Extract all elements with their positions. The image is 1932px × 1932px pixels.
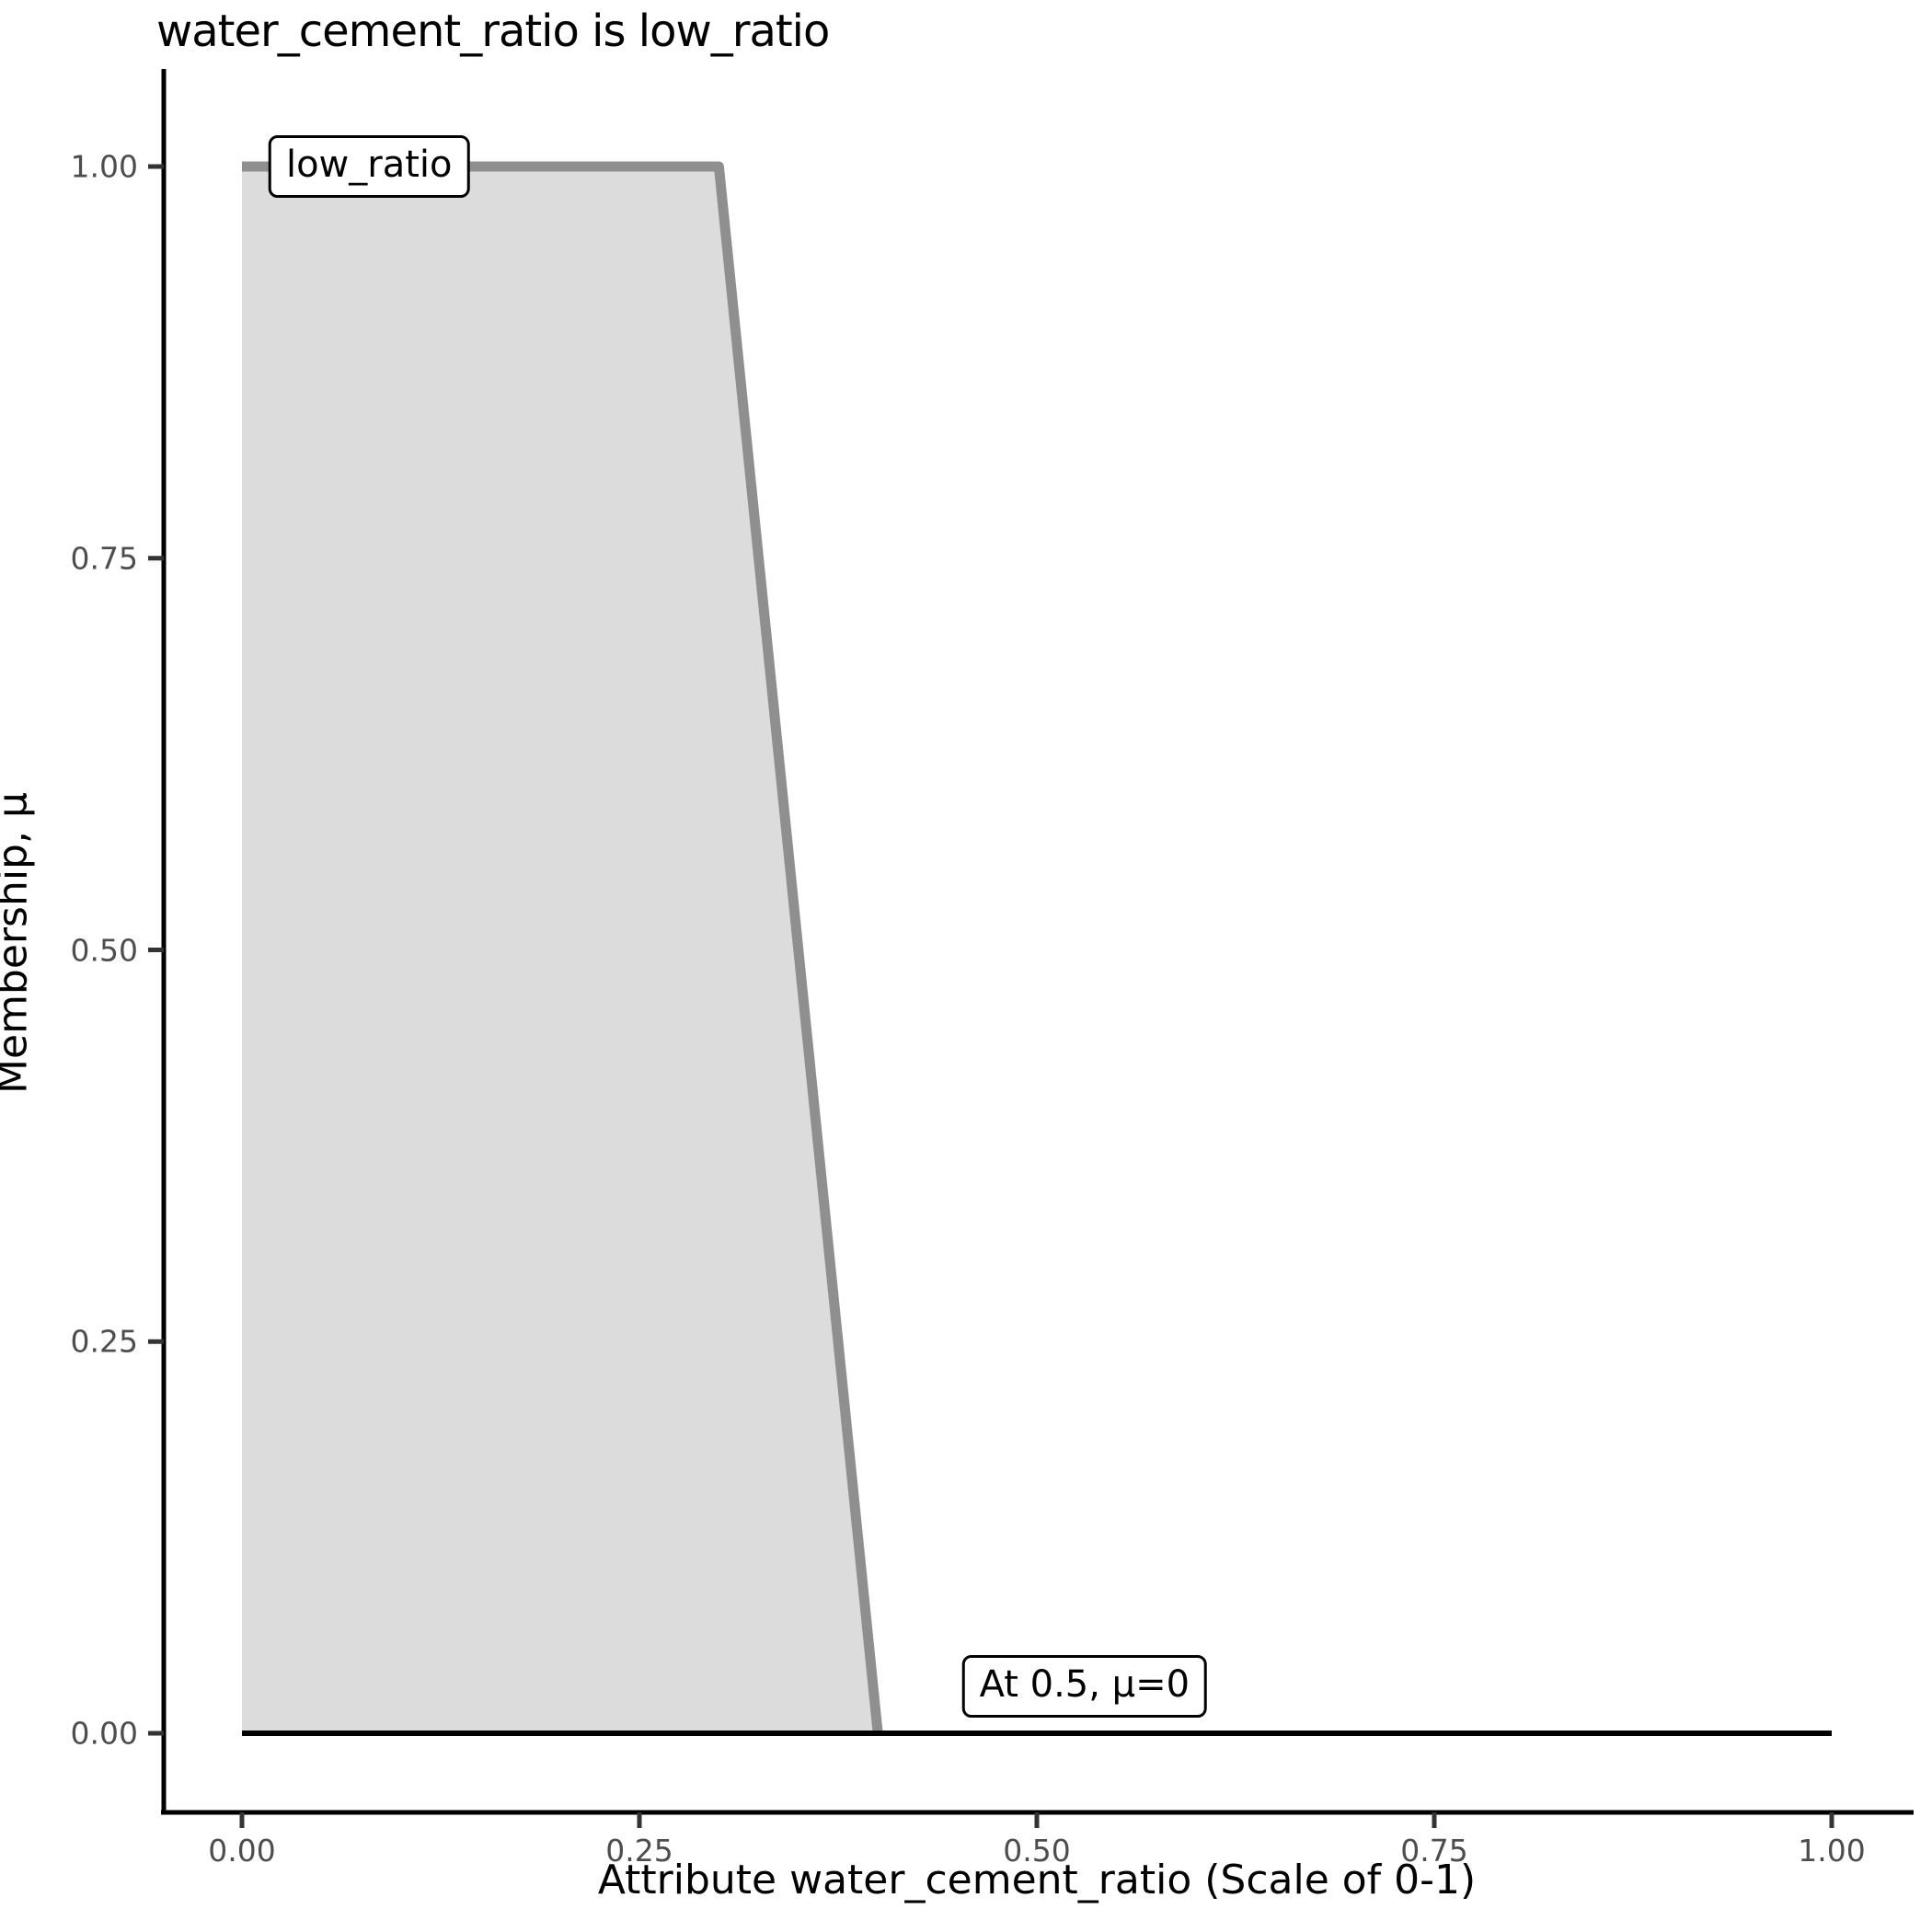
annotation-mu-zero: At 0.5, μ=0 bbox=[961, 1654, 1208, 1718]
x-tick-label: 0.50 bbox=[1003, 1833, 1071, 1869]
y-tick-label: 0.50 bbox=[70, 932, 138, 968]
annotation-low-ratio: low_ratio bbox=[268, 135, 470, 198]
x-tick-label: 1.00 bbox=[1798, 1833, 1866, 1869]
y-tick-label: 0.75 bbox=[70, 540, 138, 577]
membership-area-fill bbox=[242, 167, 879, 1733]
x-tick-label: 0.25 bbox=[605, 1833, 673, 1869]
x-tick-label: 0.75 bbox=[1400, 1833, 1468, 1869]
x-tick-label: 0.00 bbox=[208, 1833, 276, 1869]
y-tick-label: 0.00 bbox=[70, 1715, 138, 1752]
y-tick-label: 0.25 bbox=[70, 1323, 138, 1360]
x-axis-title: Attribute water_cement_ratio (Scale of 0… bbox=[597, 1857, 1477, 1903]
plot-title: water_cement_ratio is low_ratio bbox=[156, 6, 830, 57]
y-tick-label: 1.00 bbox=[70, 148, 138, 185]
